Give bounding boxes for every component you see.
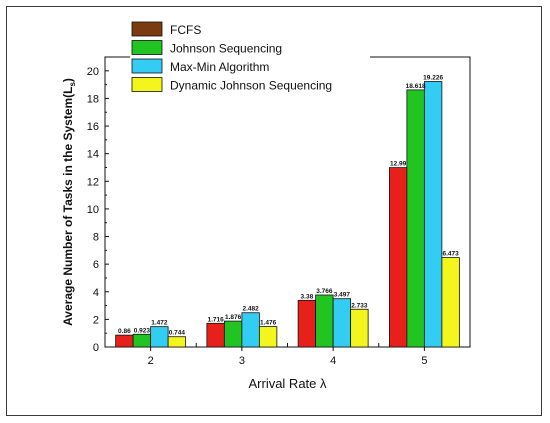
data-label: 2.733 [351, 302, 368, 309]
bar [297, 299, 317, 348]
data-label: 0.744 [169, 330, 186, 337]
y-tick-label: 4 [93, 287, 99, 299]
data-label: 0.86 [118, 328, 131, 335]
legend-label: FCFS [170, 23, 201, 37]
legend: FCFS Johnson Sequencing Max-Min Algorithm D… [130, 18, 370, 96]
bar [332, 298, 352, 348]
legend-swatch [131, 58, 163, 74]
bar [406, 89, 425, 348]
legend-label: Dynamic Johnson Sequencing [170, 79, 332, 93]
bar [115, 334, 134, 348]
data-label: 6.473 [442, 251, 459, 258]
bar [241, 312, 260, 348]
data-label: 12.99 [390, 161, 407, 168]
data-label: 1.476 [260, 320, 277, 327]
axes-group: 0 2 4 6 8 10 12 14 16 18 20 2 3 4 5 [87, 66, 428, 367]
legend-label: Johnson Sequencing [170, 42, 282, 56]
legend-label: Max-Min Algorithm [170, 60, 269, 74]
bar [315, 294, 334, 348]
bar [258, 326, 278, 348]
y-tick-label: 14 [87, 149, 99, 161]
legend-swatch [131, 40, 163, 55]
bars-group [115, 81, 460, 348]
bar [441, 257, 460, 348]
x-tick-label: 2 [148, 355, 154, 367]
y-tick-label: 10 [87, 204, 99, 216]
data-label: 3.766 [316, 288, 333, 295]
x-axis-label: Arrival Rate λ [248, 376, 327, 391]
data-label: 3.497 [334, 292, 351, 299]
x-tick-label: 3 [239, 355, 245, 367]
bar [167, 336, 187, 348]
y-tick-label: 0 [93, 342, 99, 354]
data-label: 0.923 [134, 327, 151, 334]
y-tick-label: 16 [87, 121, 99, 133]
y-axis-label-main: Average Number of Tasks in the System(L [61, 87, 75, 326]
x-tick-label: 5 [421, 355, 427, 367]
legend-swatch [131, 21, 163, 37]
data-label: 3.38 [301, 293, 314, 300]
legend-box [130, 18, 370, 96]
data-label: 2.482 [242, 306, 259, 313]
bar [206, 322, 225, 348]
bar [423, 81, 443, 348]
y-tick-label: 8 [93, 232, 99, 244]
legend-swatch [131, 77, 163, 92]
y-tick-label: 12 [87, 176, 99, 188]
bar [350, 308, 369, 348]
bar [388, 167, 408, 348]
y-axis-label: Average Number of Tasks in the System(Ls… [61, 78, 77, 326]
bar [132, 333, 152, 348]
y-axis-label-close: ) [61, 78, 75, 82]
y-tick-label: 20 [87, 66, 99, 78]
data-label: 1.472 [151, 320, 168, 327]
x-tick-label: 4 [330, 355, 336, 367]
y-tick-label: 2 [93, 314, 99, 326]
y-axis-label-subscript: s [68, 82, 77, 87]
y-tick-label: 6 [93, 259, 99, 271]
data-label: 1.876 [225, 314, 242, 321]
data-label: 1.716 [207, 316, 224, 323]
data-label: 19.226 [423, 74, 443, 81]
data-label: 18.618 [406, 83, 426, 90]
bar [150, 326, 169, 348]
bar [223, 320, 243, 348]
y-tick-label: 18 [87, 93, 99, 105]
